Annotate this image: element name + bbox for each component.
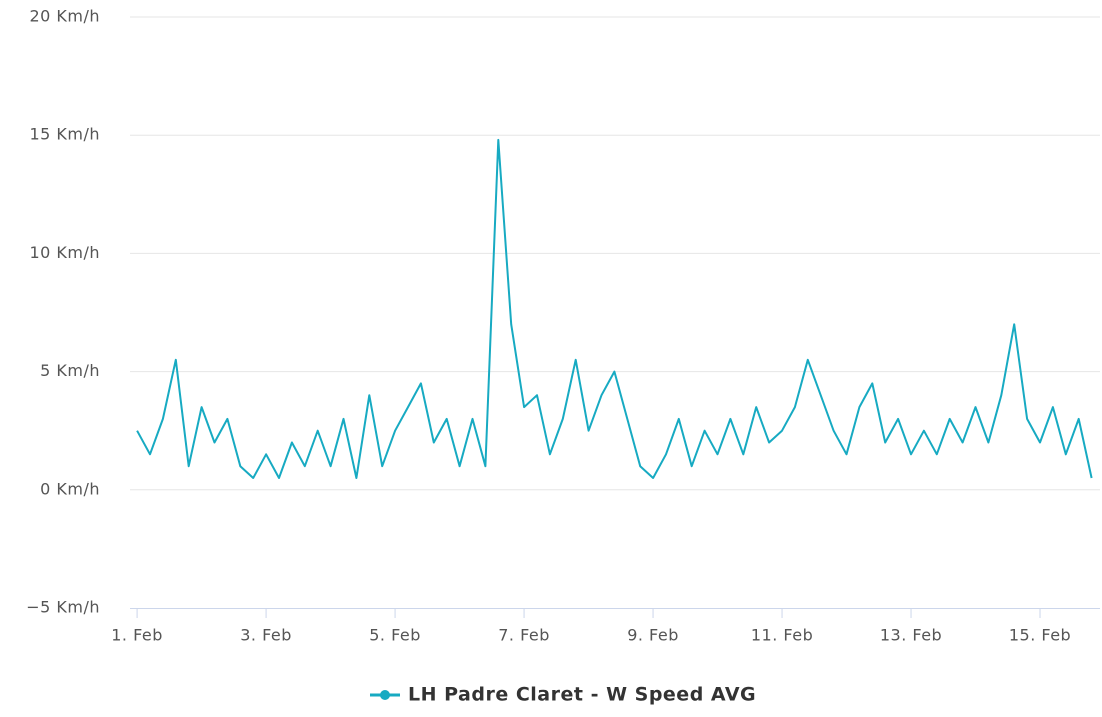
y-tick-label: 10 Km/h	[29, 243, 100, 262]
x-tick-label: 7. Feb	[498, 626, 550, 645]
y-tick-label: 20 Km/h	[29, 7, 100, 26]
y-tick-label: 5 Km/h	[40, 361, 100, 380]
x-tick-label: 5. Feb	[369, 626, 421, 645]
legend-marker	[380, 690, 390, 700]
x-tick-label: 9. Feb	[627, 626, 679, 645]
legend-label: LH Padre Claret - W Speed AVG	[408, 684, 756, 706]
x-tick-label: 15. Feb	[1009, 626, 1071, 645]
x-tick-label: 3. Feb	[240, 626, 292, 645]
y-tick-label: 15 Km/h	[29, 125, 100, 144]
x-tick-label: 11. Feb	[751, 626, 813, 645]
y-tick-label: −5 Km/h	[26, 598, 100, 617]
x-tick-label: 1. Feb	[111, 626, 163, 645]
data-line	[136, 138, 1093, 479]
x-tick-label: 13. Feb	[880, 626, 942, 645]
y-tick-label: 0 Km/h	[40, 479, 100, 498]
